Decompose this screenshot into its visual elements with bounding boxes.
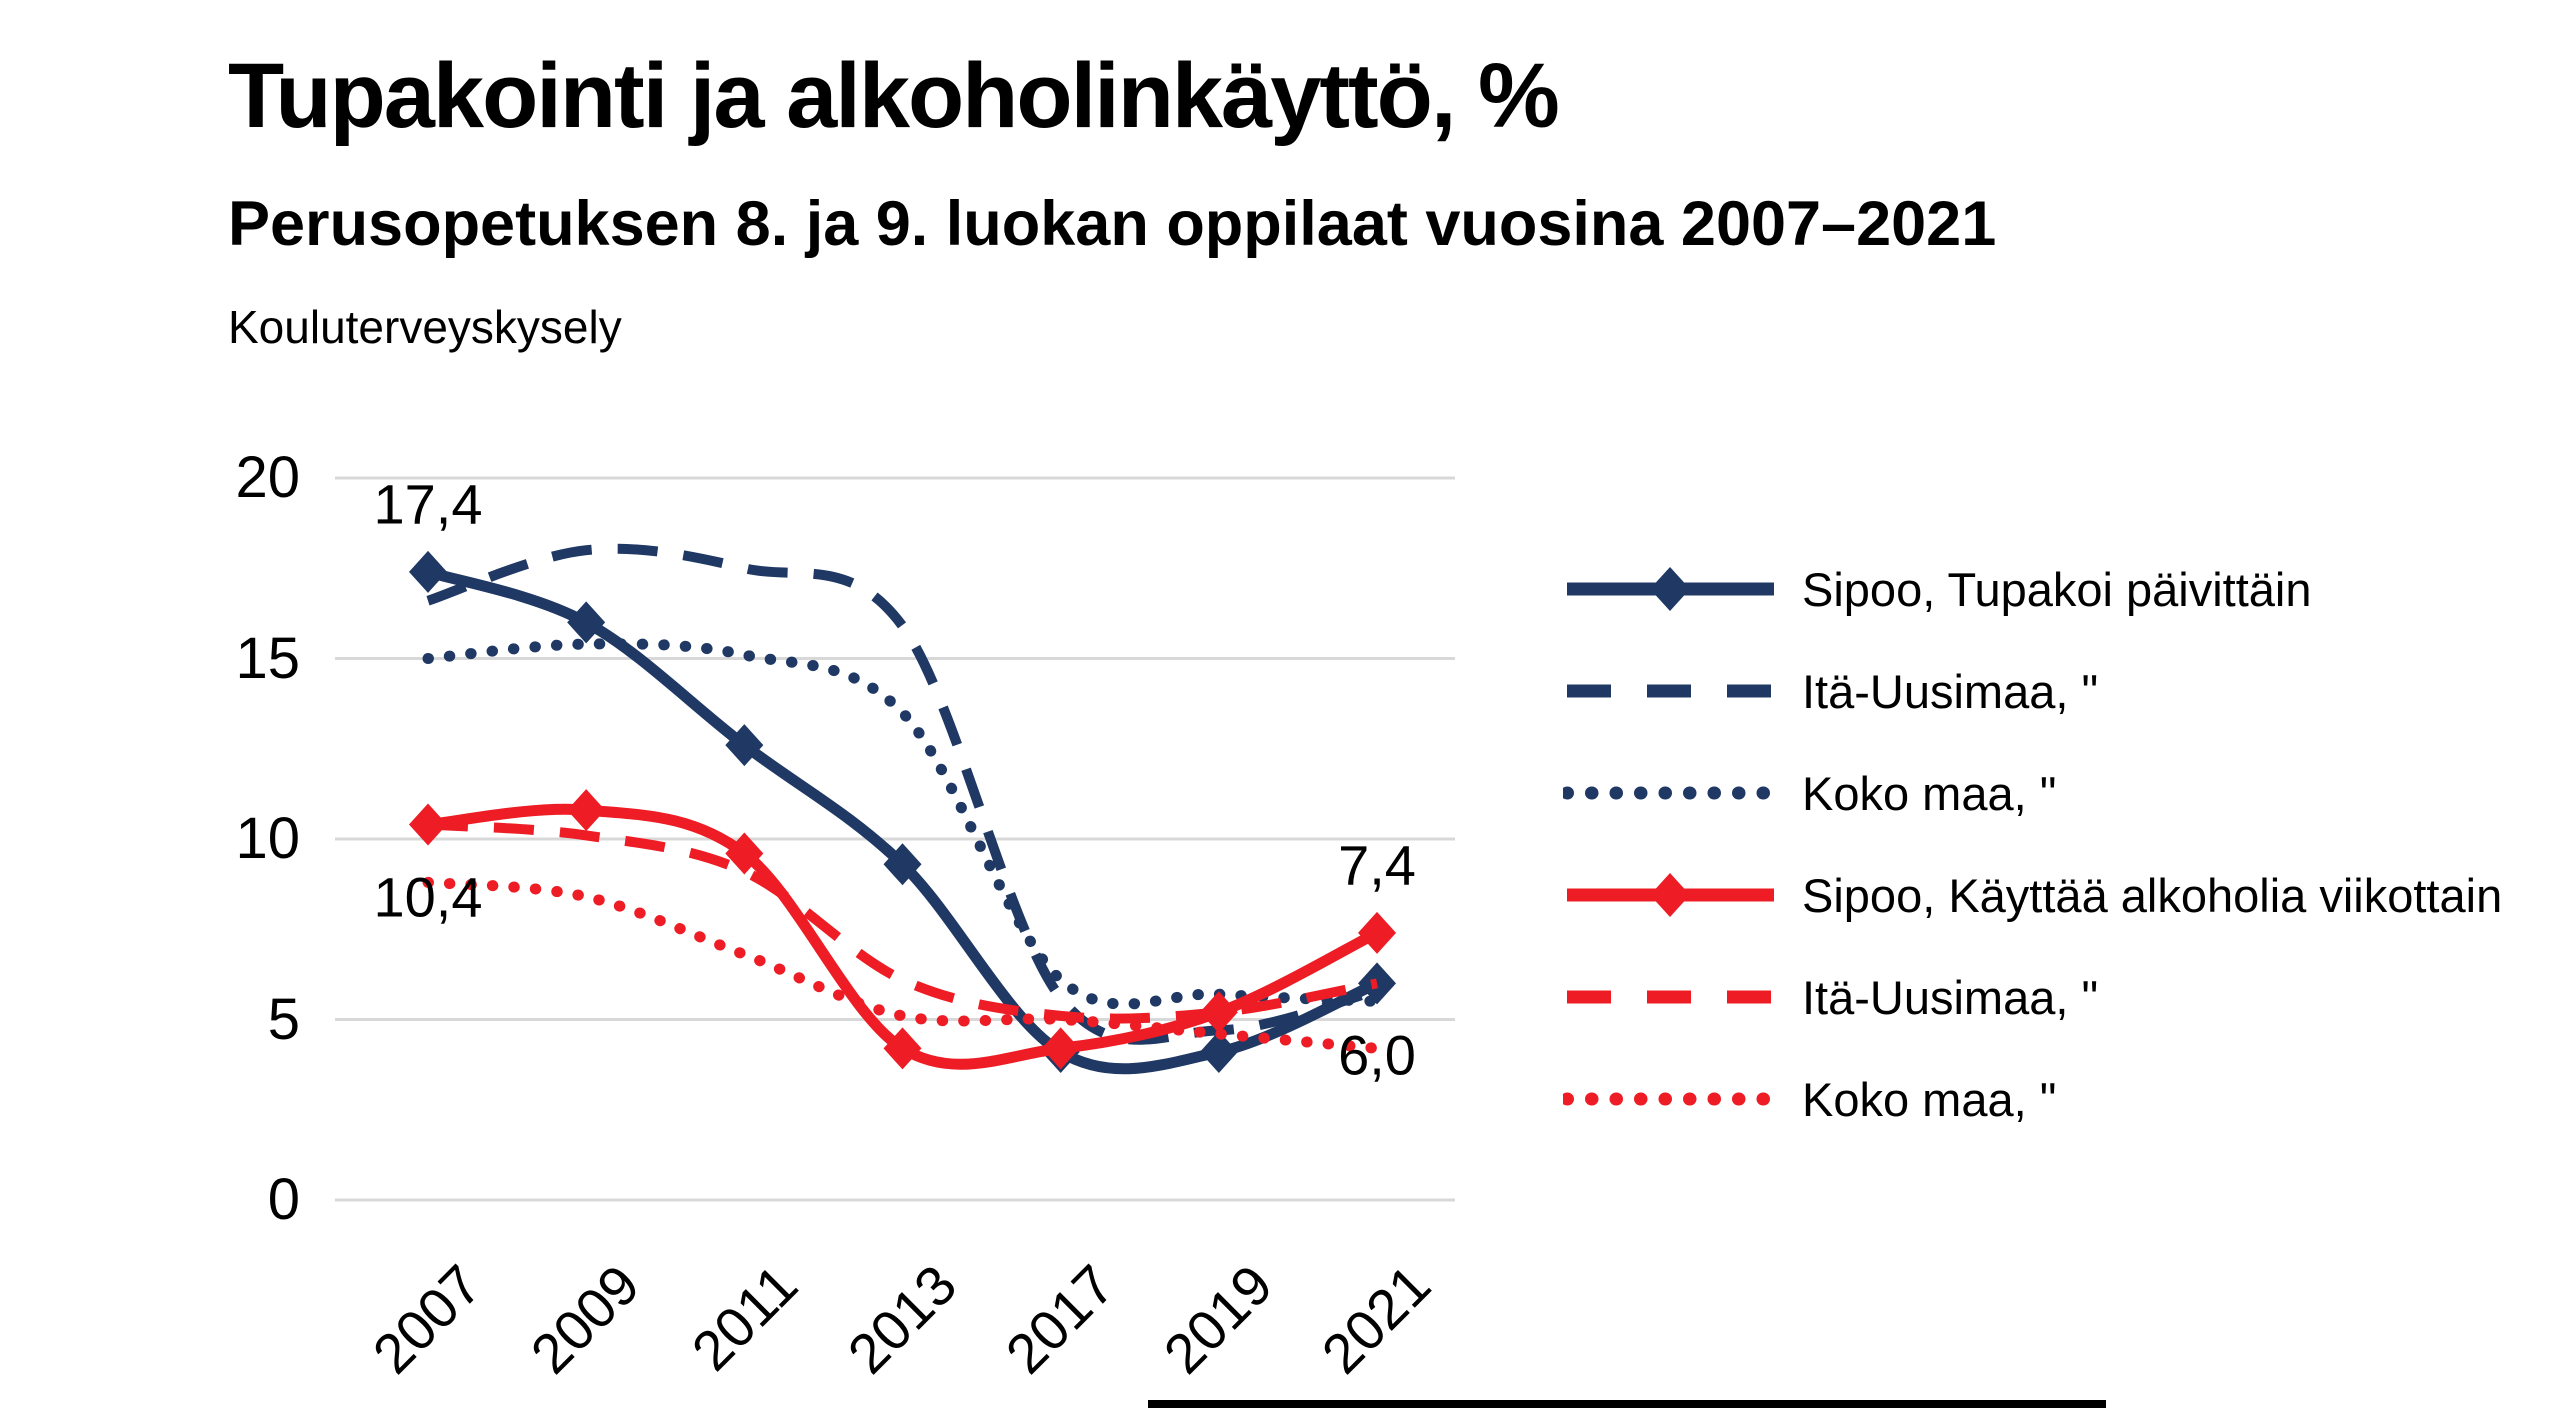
diamond-marker: [725, 724, 764, 767]
diamond-marker: [409, 550, 447, 593]
diamond-marker: [1650, 567, 1690, 611]
diamond-marker: [883, 1027, 922, 1070]
legend-sample-navy-solid-icon: [1567, 567, 1774, 611]
series-line-0: [426, 566, 1380, 1075]
series-line-5: [422, 876, 1383, 1054]
y-axis-tick: 0: [267, 1167, 300, 1232]
legend-item: Sipoo, Käyttää alkoholia viikottain: [1563, 844, 2502, 946]
legend-label: Itä-Uusimaa, ": [1802, 970, 2099, 1024]
data-label: 10,4: [373, 865, 483, 929]
legend-sample-red-dashed-icon: [1567, 990, 1774, 1004]
series-line-4: [427, 819, 1378, 1024]
legend-item: Itä-Uusimaa, ": [1563, 946, 2502, 1048]
y-axis-tick: 5: [267, 986, 300, 1052]
diamond-marker: [1650, 873, 1690, 917]
legend-sample-navy-dashed-icon: [1567, 684, 1774, 698]
series-line-2: [422, 638, 1383, 1010]
data-label: 7,4: [1338, 833, 1416, 897]
legend-sample-red-dotted-icon: [1563, 1092, 1778, 1106]
chart-title: Tupakointi ja alkoholinkäyttö, %: [228, 45, 1560, 147]
diamond-marker: [1199, 991, 1238, 1034]
legend-item: Sipoo, Tupakoi päivittäin: [1563, 538, 2502, 640]
diamond-marker: [1041, 1027, 1080, 1070]
legend-label: Sipoo, Käyttää alkoholia viikottain: [1802, 868, 2503, 922]
data-label: 6,0: [1338, 1023, 1416, 1087]
series-line-1: [426, 543, 1379, 1045]
data-label: 17,4: [373, 472, 483, 536]
y-axis-tick: 20: [235, 445, 300, 510]
legend-item: Koko maa, ": [1563, 742, 2502, 844]
chart-subtitle: Perusopetuksen 8. ja 9. luokan oppilaat …: [228, 189, 1997, 259]
diamond-marker: [567, 789, 606, 832]
diamond-marker: [1358, 911, 1397, 954]
diamond-marker: [567, 601, 606, 644]
legend-label: Koko maa, ": [1802, 1072, 2057, 1126]
diamond-marker: [725, 832, 764, 875]
legend-item: Koko maa, ": [1563, 1048, 2502, 1150]
diamond-marker: [1199, 1030, 1238, 1073]
legend: Sipoo, Tupakoi päivittäin Itä-Uusimaa, "…: [1563, 538, 2502, 1150]
chart-source: Kouluterveyskysely: [228, 301, 622, 353]
legend-label: Sipoo, Tupakoi päivittäin: [1802, 562, 2312, 616]
y-axis-tick: 10: [235, 806, 300, 871]
legend-sample-red-solid-icon: [1567, 873, 1774, 917]
bottom-black-bar: [1148, 1400, 2106, 1408]
legend-label: Itä-Uusimaa, ": [1802, 664, 2099, 718]
legend-item: Itä-Uusimaa, ": [1563, 640, 2502, 742]
legend-label: Koko maa, ": [1802, 766, 2057, 820]
legend-sample-navy-dotted-icon: [1563, 786, 1778, 800]
diamond-marker: [883, 843, 922, 886]
y-axis-tick: 15: [235, 625, 300, 691]
